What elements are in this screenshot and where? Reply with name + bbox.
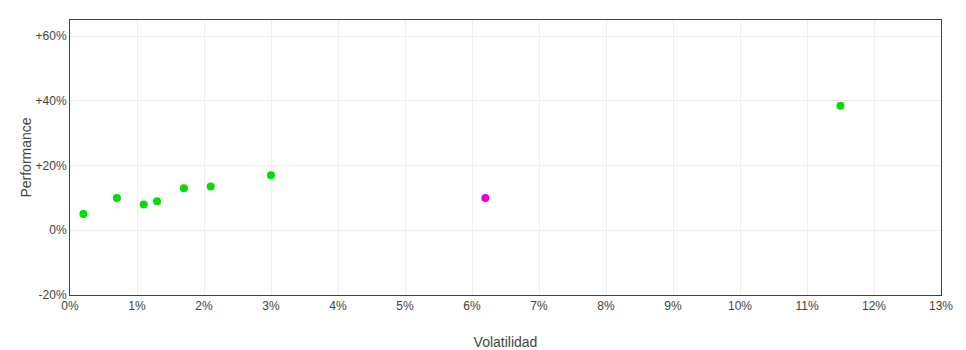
svg-text:10%: 10%: [728, 299, 752, 313]
svg-text:12%: 12%: [862, 299, 886, 313]
svg-text:2%: 2%: [195, 299, 213, 313]
svg-text:6%: 6%: [463, 299, 481, 313]
svg-text:0%: 0%: [61, 299, 79, 313]
svg-text:+40%: +40%: [36, 94, 67, 108]
svg-text:Volatilidad: Volatilidad: [474, 334, 538, 350]
svg-text:3%: 3%: [262, 299, 280, 313]
svg-text:+20%: +20%: [36, 159, 67, 173]
svg-text:-20%: -20%: [39, 288, 67, 302]
svg-text:0%: 0%: [49, 223, 67, 237]
svg-text:11%: 11%: [795, 299, 818, 313]
svg-text:1%: 1%: [128, 299, 146, 313]
svg-text:9%: 9%: [664, 299, 682, 313]
svg-text:7%: 7%: [530, 299, 548, 313]
svg-text:8%: 8%: [597, 299, 615, 313]
svg-text:Performance: Performance: [18, 117, 34, 197]
svg-text:13%: 13%: [929, 299, 953, 313]
svg-text:5%: 5%: [396, 299, 414, 313]
svg-text:+60%: +60%: [36, 29, 67, 43]
svg-text:4%: 4%: [329, 299, 347, 313]
